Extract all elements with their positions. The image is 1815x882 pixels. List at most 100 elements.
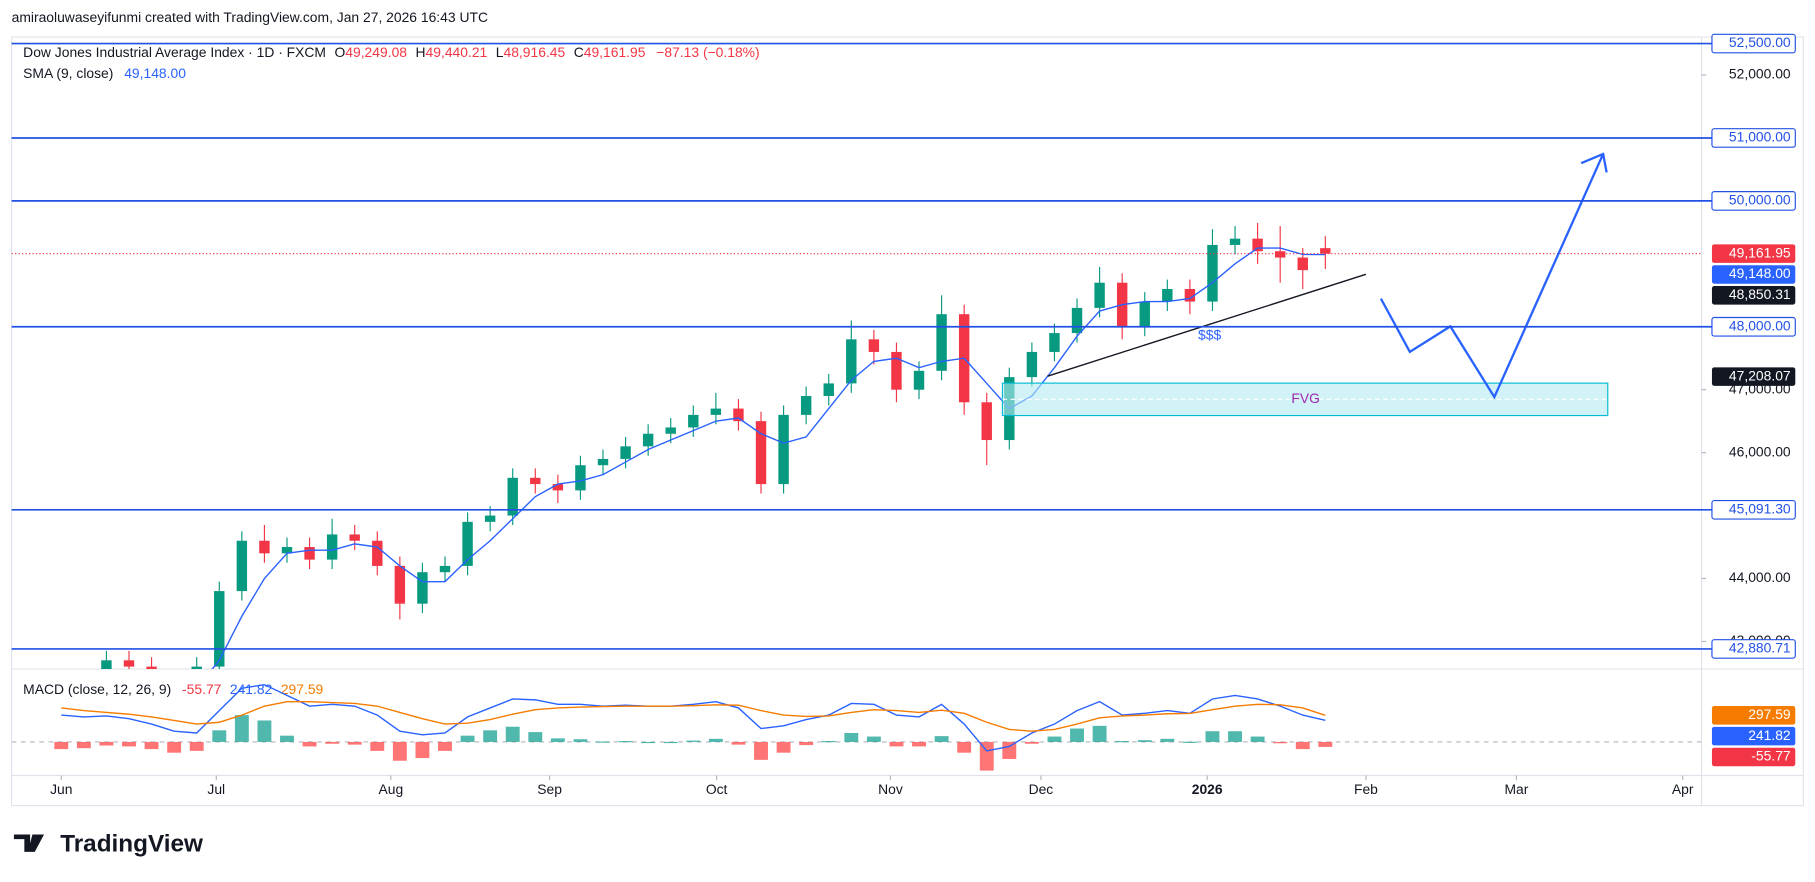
candle-body: [1320, 248, 1331, 254]
histogram-bar: [167, 741, 182, 753]
candle-body: [665, 427, 676, 434]
ohlc-value: 48,916.45: [503, 44, 565, 60]
candle-body: [1026, 351, 1038, 378]
x-tick-label: Apr: [1672, 781, 1694, 797]
fvg-label: FVG: [1291, 390, 1320, 406]
candle-body: [462, 521, 473, 566]
price-label: 49,161.95: [1729, 244, 1791, 260]
histogram-bar: [325, 741, 340, 744]
candle-body: [1162, 289, 1173, 302]
histogram-bar: [392, 741, 407, 761]
x-tick-label: Jun: [50, 781, 72, 797]
price-label: 47,208.07: [1729, 367, 1791, 383]
price-label-box: [1711, 286, 1796, 305]
ohlc-key: L: [496, 44, 504, 60]
x-tick-label: Aug: [378, 781, 403, 797]
candle-body: [1274, 251, 1286, 258]
forecast-arrowhead: [1580, 152, 1608, 173]
price-pane: [11, 222, 1702, 670]
y-tick-label: 44,000.00: [1729, 569, 1791, 585]
price-label: 241.82: [1748, 727, 1791, 743]
histogram-bar: [234, 715, 249, 742]
histogram-bar: [1182, 741, 1197, 743]
logo-mark: [13, 834, 45, 852]
candle-body: [372, 540, 383, 566]
histogram-bar: [1160, 738, 1175, 742]
histogram-bar: [979, 741, 994, 771]
candle-body: [507, 477, 518, 516]
candle-body: [1252, 238, 1263, 252]
price-label: 48,850.31: [1729, 286, 1791, 302]
candle-body: [101, 660, 112, 670]
level-label-box: [1711, 499, 1796, 520]
candle-body: [620, 446, 631, 459]
histogram-bar: [1250, 736, 1265, 742]
histogram-bar: [257, 720, 272, 742]
x-tick-label: Nov: [878, 781, 903, 797]
sma-line: [211, 247, 1326, 670]
histogram-bar: [122, 741, 136, 747]
macd-title: MACD (close, 12, 26, 9): [23, 681, 171, 697]
level-label-box: [1711, 639, 1796, 659]
histogram-bar: [934, 736, 949, 742]
candle-body: [394, 565, 406, 604]
histogram-bar: [76, 741, 91, 749]
histogram-bar: [1318, 741, 1333, 747]
price-label: 49,148.00: [1729, 265, 1791, 281]
price-label-box: [1711, 367, 1796, 386]
candle-body: [800, 395, 812, 415]
level-label-box: [1711, 191, 1796, 211]
sma-name: SMA (9, close): [23, 65, 113, 81]
ohlc-key: O: [334, 44, 345, 60]
candle-body: [597, 458, 609, 466]
x-tick-label: Dec: [1029, 781, 1054, 797]
symbol: Dow Jones Industrial Average Index · 1D …: [23, 44, 326, 60]
histogram-bar: [799, 741, 814, 746]
candle-body: [1207, 244, 1218, 302]
price-label-box: [1711, 726, 1796, 746]
price-label: -55.77: [1751, 748, 1791, 764]
candle-body: [868, 339, 880, 352]
histogram-bar: [1137, 740, 1152, 742]
price-label: 297.59: [1748, 706, 1791, 722]
histogram-bar: [99, 741, 114, 746]
histogram-bar: [844, 732, 859, 742]
histogram-bar: [415, 741, 430, 759]
macd-line: [61, 683, 1326, 752]
candle-body: [642, 433, 654, 447]
price-label-box: [1711, 706, 1796, 725]
level-label: 51,000.00: [1729, 129, 1791, 145]
histogram-bar: [754, 741, 768, 760]
price-label-box: [1711, 265, 1796, 284]
histogram-bar: [889, 741, 904, 747]
candle-body: [484, 515, 496, 522]
logo: TradingView: [13, 830, 203, 857]
ohlc-value: 49,249.08: [345, 44, 407, 60]
histogram-bar: [1273, 741, 1288, 744]
candle-body: [1297, 257, 1308, 271]
macd-hist-value: -55.77: [182, 681, 222, 697]
histogram-bar: [460, 735, 475, 742]
trendline: [1047, 273, 1367, 377]
histogram-bar: [1205, 731, 1220, 742]
candle-body: [1094, 282, 1105, 308]
ohlc-key: H: [416, 44, 426, 60]
histogram-bar: [280, 735, 294, 742]
forecast-path: [1379, 153, 1605, 400]
histogram-bar: [370, 741, 385, 751]
x-tick-label: 2026: [1192, 781, 1223, 797]
candle-body: [936, 314, 947, 371]
level-label: 45,091.30: [1729, 500, 1791, 516]
candle-body: [1139, 301, 1150, 327]
level-label: 50,000.00: [1729, 192, 1791, 208]
histogram-bar: [144, 741, 159, 750]
y-tick-label: 52,000.00: [1729, 66, 1791, 82]
histogram-bar: [54, 741, 69, 750]
candle-body: [417, 572, 428, 604]
histogram-bar: [505, 726, 520, 742]
candle-body: [326, 534, 338, 560]
level-label-box: [1711, 316, 1796, 337]
histogram-bar: [1047, 736, 1062, 742]
histogram-bar: [731, 741, 746, 745]
candle-body: [846, 339, 857, 384]
